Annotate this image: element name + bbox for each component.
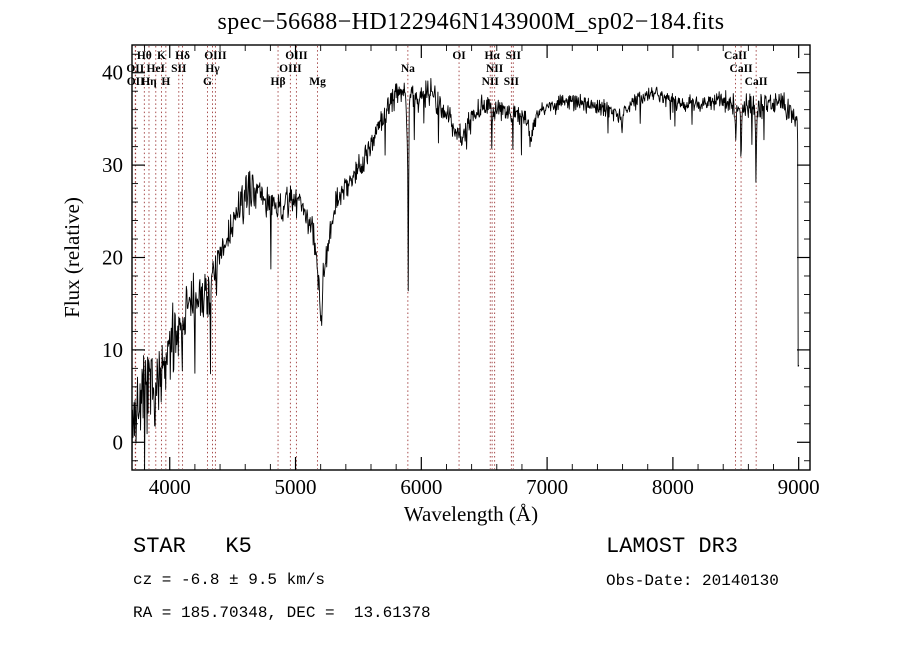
svg-text:NII: NII <box>482 76 500 88</box>
svg-text:OII: OII <box>127 76 145 88</box>
svg-text:Hγ: Hγ <box>205 63 220 75</box>
svg-text:9000: 9000 <box>778 475 820 499</box>
svg-text:SII: SII <box>171 63 187 75</box>
svg-text:CaII: CaII <box>724 50 748 62</box>
svg-text:0: 0 <box>113 430 124 454</box>
survey-label: LAMOST DR3 <box>606 534 739 559</box>
svg-text:Hα: Hα <box>484 50 500 62</box>
svg-text:4000: 4000 <box>149 475 191 499</box>
svg-text:OIII: OIII <box>204 50 227 62</box>
svg-text:5000: 5000 <box>275 475 317 499</box>
svg-text:30: 30 <box>102 153 123 177</box>
svg-text:Wavelength (Å): Wavelength (Å) <box>404 502 538 526</box>
svg-text:Hβ: Hβ <box>271 76 286 88</box>
svg-text:7000: 7000 <box>526 475 568 499</box>
svg-text:6000: 6000 <box>400 475 442 499</box>
svg-text:H: H <box>161 76 170 88</box>
ra-dec-label: RA = 185.70348, DEC = 13.61378 <box>133 604 431 622</box>
svg-text:10: 10 <box>102 338 123 362</box>
svg-text:Na: Na <box>401 63 415 75</box>
svg-text:Hη: Hη <box>141 76 157 88</box>
svg-text:Mg: Mg <box>309 76 326 88</box>
svg-text:40: 40 <box>102 61 123 85</box>
svg-text:8000: 8000 <box>652 475 694 499</box>
svg-text:K: K <box>157 50 166 62</box>
svg-text:HeI: HeI <box>147 63 166 75</box>
svg-text:G: G <box>203 76 212 88</box>
svg-text:OI: OI <box>452 50 466 62</box>
svg-text:OIII: OIII <box>285 50 308 62</box>
obs-date-label: Obs-Date: 20140130 <box>606 572 779 590</box>
svg-text:NII: NII <box>486 63 504 75</box>
object-class-label: STAR K5 <box>133 534 252 559</box>
svg-text:SII: SII <box>504 76 520 88</box>
svg-text:CaII: CaII <box>730 63 754 75</box>
svg-text:SII: SII <box>506 50 522 62</box>
svg-text:20: 20 <box>102 246 123 270</box>
svg-text:Hδ: Hδ <box>175 50 190 62</box>
svg-text:Hθ: Hθ <box>137 50 152 62</box>
svg-text:OII: OII <box>126 63 144 75</box>
svg-text:CaII: CaII <box>745 76 769 88</box>
svg-text:Flux (relative): Flux (relative) <box>60 197 84 318</box>
svg-text:OIII: OIII <box>279 63 302 75</box>
plot-title: spec−56688−HD122946N143900M_sp02−184.fit… <box>217 9 725 35</box>
cz-value-label: cz = -6.8 ± 9.5 km/s <box>133 571 326 589</box>
